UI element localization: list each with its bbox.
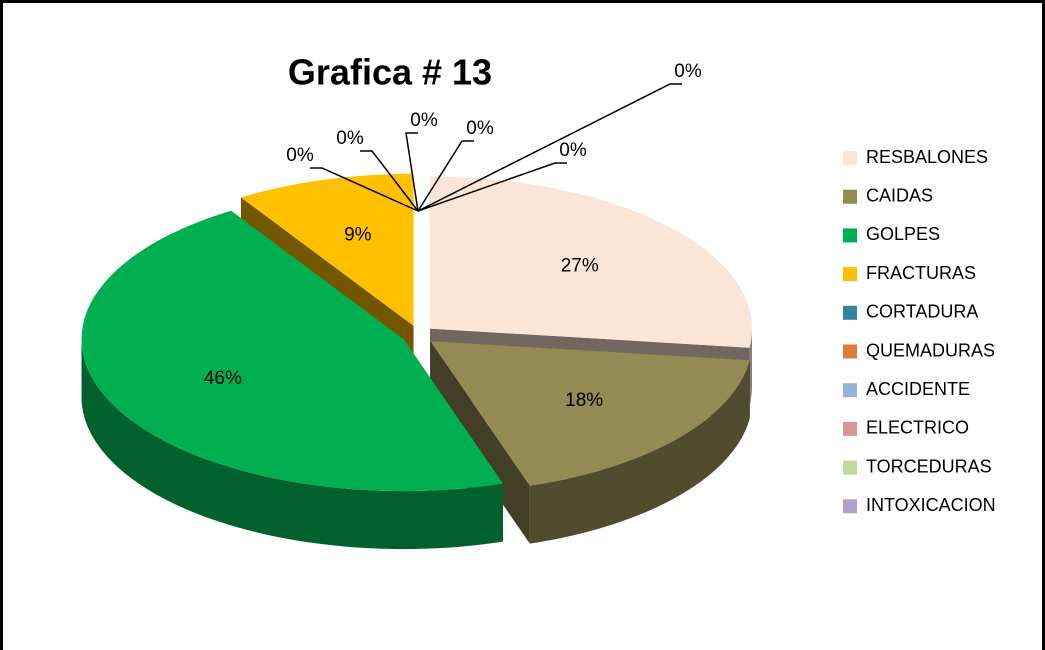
data-label: 18%: [565, 390, 603, 411]
legend-swatch: [843, 344, 857, 359]
legend-label: ACCIDENTE: [866, 379, 970, 399]
slice: [81, 210, 504, 492]
slice: [240, 173, 414, 326]
legend-label: CORTADURA: [866, 302, 978, 322]
legend-label: INTOXICACION: [866, 495, 996, 515]
pie-labels: 27% 18% 46% 9% 0% 0% 0% 0% 0% 0%: [204, 61, 702, 411]
legend-swatch: [843, 499, 857, 514]
leader-line: [417, 83, 682, 212]
data-label: 0%: [286, 145, 314, 166]
legend-swatch: [843, 228, 857, 243]
legend-label: CAIDAS: [866, 185, 933, 205]
legend-swatch: [843, 151, 857, 165]
legend-label: ELECTRICO: [866, 418, 969, 438]
slice-side: [749, 328, 753, 406]
slice-side: [529, 360, 750, 544]
legend-swatch: [843, 460, 857, 475]
chart-title: Grafica # 13: [288, 52, 492, 93]
data-label: 9%: [344, 224, 372, 245]
data-label: 0%: [466, 118, 494, 139]
data-label: 0%: [674, 61, 702, 82]
leader-line: [417, 162, 567, 212]
leader-line: [417, 140, 474, 212]
data-label: 27%: [561, 255, 599, 276]
slice-wall: [430, 341, 530, 544]
data-label: 0%: [410, 110, 438, 131]
legend-swatch: [843, 267, 857, 282]
legend-swatch: [843, 421, 857, 436]
pie-tops: [81, 173, 752, 492]
data-label: 0%: [559, 140, 587, 161]
legend-swatch: [843, 189, 857, 204]
slice: [430, 176, 752, 348]
leader-line: [360, 150, 419, 212]
slice: [430, 341, 750, 486]
data-label: 46%: [204, 368, 242, 389]
legend-swatch: [843, 305, 857, 320]
legend-label: TORCEDURAS: [866, 456, 992, 476]
slice-side: [81, 339, 504, 550]
leader-line: [405, 132, 419, 212]
legend-swatch: [843, 383, 857, 398]
legend-label: FRACTURAS: [866, 263, 976, 283]
legend-label: RESBALONES: [866, 147, 988, 167]
data-label: 0%: [336, 128, 364, 149]
leader-line: [310, 167, 419, 212]
legend-label: QUEMADURAS: [866, 340, 995, 360]
legend-label: GOLPES: [866, 224, 940, 244]
